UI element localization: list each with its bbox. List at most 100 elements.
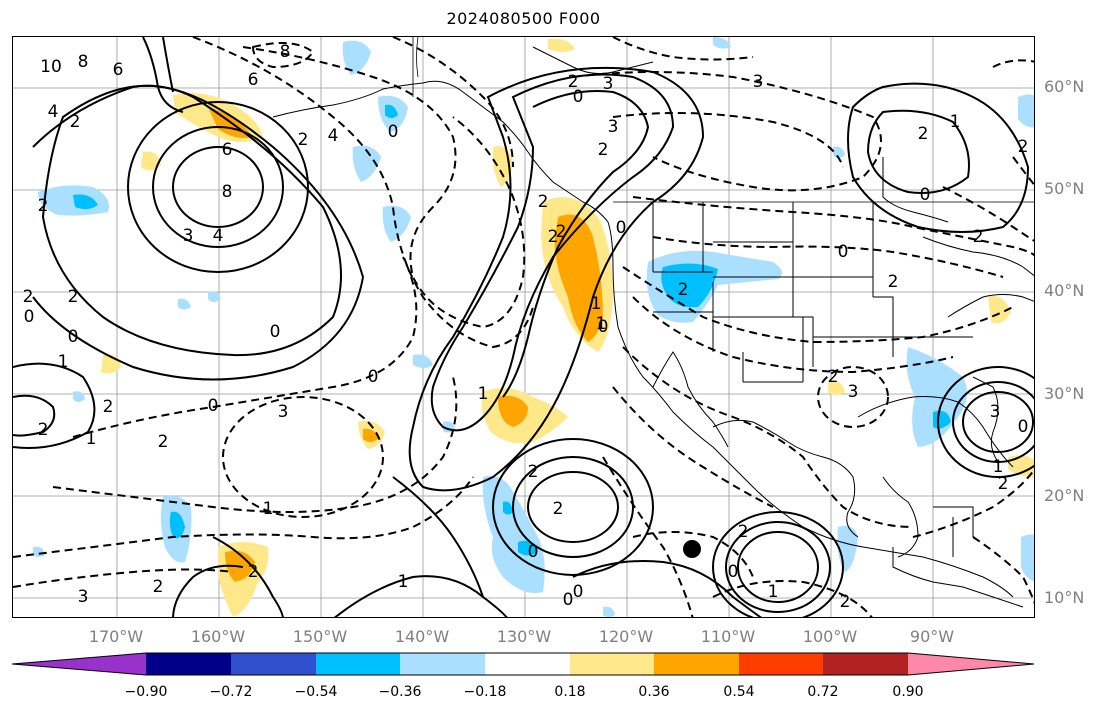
colorbar-tick-label: −0.72 (209, 684, 253, 700)
positive-anomaly-shading (101, 38, 1034, 617)
colorbar-cell (12, 653, 146, 675)
contour-label: 6 (222, 140, 233, 160)
contour-label: 2 (248, 562, 259, 582)
contour-label: 0 (208, 396, 219, 416)
contour-label: 2 (998, 474, 1009, 494)
contour-label: 3 (608, 117, 619, 137)
colorbar (12, 652, 1035, 676)
contour-label: 0 (388, 122, 399, 142)
colorbar-cell (739, 653, 823, 675)
lat-label-30n: 30°N (1044, 384, 1085, 403)
lon-label-110w: 110°W (700, 627, 756, 646)
colorbar-cell (316, 653, 400, 675)
contour-label: 0 (368, 367, 379, 387)
contour-label: 2 (568, 72, 579, 92)
contour-label: 0 (270, 322, 281, 342)
coastlines-and-borders (272, 37, 1034, 608)
contour-label: 2 (738, 522, 749, 542)
contour-label: 8 (222, 182, 233, 202)
colorbar-tick-label: 0.18 (554, 684, 586, 700)
contour-label: 2 (38, 196, 49, 216)
colorbar-tick-label: 0.36 (638, 684, 670, 700)
colorbar-cell (485, 653, 570, 675)
colorbar-cell (823, 653, 908, 675)
lon-label-170w: 170°W (88, 627, 144, 646)
contour-label: 2 (38, 420, 49, 440)
contour-label: 0 (573, 87, 584, 107)
contour-label: 3 (183, 226, 194, 246)
contour-label: 2 (538, 192, 549, 212)
contour-label: 1 (993, 457, 1004, 477)
contour-label: 2 (548, 227, 559, 247)
contour-label: 2 (70, 112, 81, 132)
contour-label: 1 (478, 384, 489, 404)
colorbar-outline (12, 652, 1035, 676)
colorbar-cell (231, 653, 316, 675)
contour-label: 3 (278, 402, 289, 422)
contour-label: 6 (248, 70, 259, 90)
colorbar-tick-label: −0.36 (378, 684, 422, 700)
lon-label-140w: 140°W (394, 627, 450, 646)
lon-label-130w: 130°W (496, 627, 552, 646)
contour-label: 1 (58, 352, 69, 372)
contour-label: 0 (528, 542, 539, 562)
colorbar-tick-label: 0.72 (807, 684, 839, 700)
lat-label-40n: 40°N (1044, 281, 1085, 300)
contour-label: 1 (950, 112, 961, 132)
contour-label: 0 (728, 562, 739, 582)
lon-label-100w: 100°W (802, 627, 858, 646)
contour-label: 0 (24, 307, 35, 327)
contour-label: 8 (78, 52, 89, 72)
map-panel: 10 8 6 4 2 6 8 3 4 2 0 8 6 4 2 0 2 3 0 2 2 2 0 1 2 2 0 0 1 2 3 2 1 2 2 0 1 2 0… (12, 36, 1035, 618)
contour-label: 8 (280, 42, 291, 62)
contour-label: 2 (828, 367, 839, 387)
contour-label: 3 (990, 402, 1001, 422)
contour-label: 6 (113, 60, 124, 80)
contour-label: 4 (48, 102, 59, 122)
contour-label: 1 (263, 499, 274, 519)
colorbar-tick-label: −0.90 (124, 684, 168, 700)
colorbar-tick-label: 0.54 (723, 684, 755, 700)
contour-label: 2 (153, 577, 164, 597)
contour-label: 1 (768, 582, 779, 602)
contour-label: 2 (840, 592, 851, 612)
colorbar-tick-label: −0.54 (294, 684, 338, 700)
contour-label: 4 (213, 226, 224, 246)
contour-label: 2 (678, 280, 689, 300)
contour-label: 2 (598, 140, 609, 160)
contour-label: 3 (78, 587, 89, 607)
colorbar-cell (146, 653, 231, 675)
lon-label-160w: 160°W (190, 627, 246, 646)
contour-label: 1 (398, 572, 409, 592)
contour-label: 3 (848, 382, 859, 402)
contour-label: 3 (753, 72, 764, 92)
lon-label-90w: 90°W (909, 627, 955, 646)
lat-label-60n: 60°N (1044, 77, 1085, 96)
contour-label: 1 (86, 429, 97, 449)
contour-label: 4 (328, 126, 339, 146)
storm-center-marker (683, 540, 701, 558)
solid-contours (13, 37, 1034, 617)
colorbar-tick-label: 0.90 (892, 684, 924, 700)
negative-anomaly-shading (33, 37, 1034, 617)
colorbar-cell (654, 653, 739, 675)
contour-label: 2 (298, 130, 309, 150)
contour-label: 2 (918, 124, 929, 144)
contour-label: 0 (598, 317, 609, 337)
colorbar-tick-label: −0.18 (463, 684, 507, 700)
contour-label: 2 (888, 272, 899, 292)
contour-label: 2 (973, 227, 984, 247)
contour-label: 2 (103, 397, 114, 417)
contour-label: 2 (556, 222, 567, 242)
contour-label: 3 (603, 74, 614, 94)
contour-label: 0 (920, 185, 931, 205)
colorbar-cell (908, 653, 1034, 675)
contour-label: 2 (158, 432, 169, 452)
colorbar-cell (400, 653, 485, 675)
lat-label-20n: 20°N (1044, 486, 1085, 505)
contour-label: 0 (563, 590, 574, 610)
lon-label-120w: 120°W (598, 627, 654, 646)
contour-label: 0 (838, 242, 849, 262)
contour-label: 10 (40, 57, 62, 77)
